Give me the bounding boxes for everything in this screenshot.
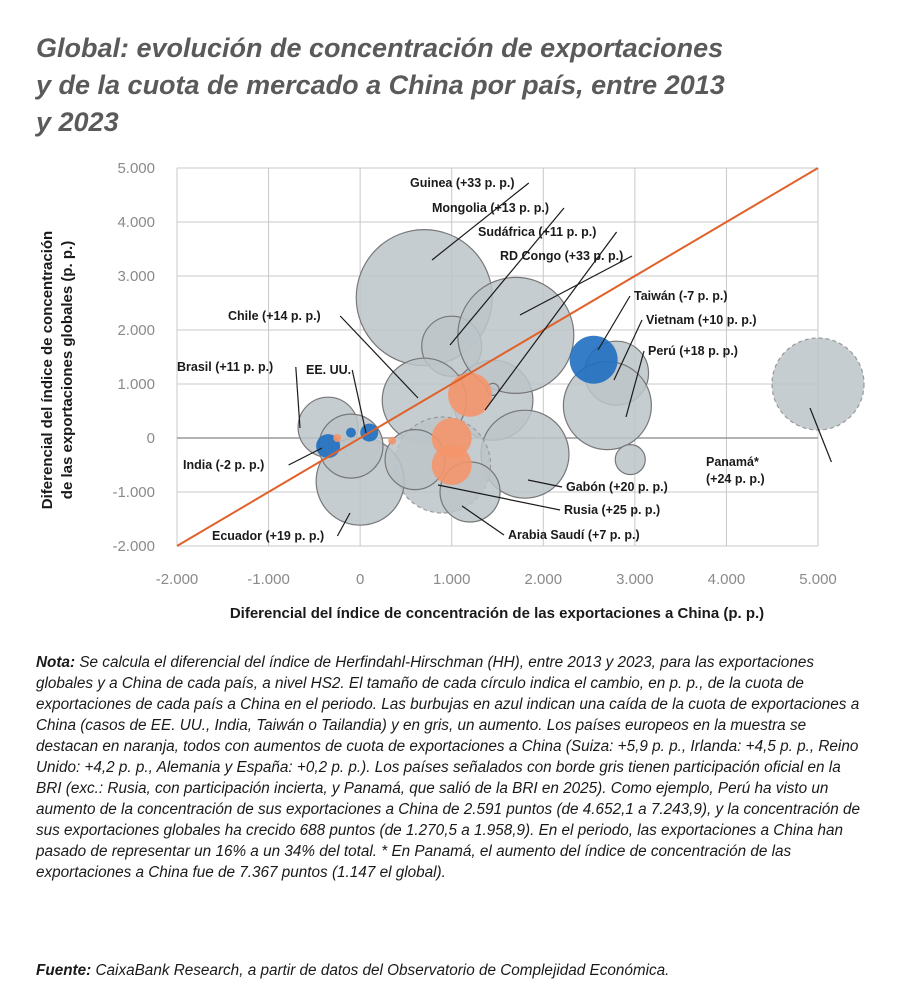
label-taiw-n: Taiwán (-7 p. p.) — [634, 289, 728, 303]
x-axis-ticks: -2.000 -1.000 0 1.000 2.000 3.000 4.000 5.000 — [156, 571, 837, 588]
label-panam-: (+24 p. p.) — [706, 472, 765, 486]
label-india: India (-2 p. p.) — [183, 458, 264, 472]
x-tick-label: 2.000 — [525, 571, 563, 588]
label-arabia-saud-: Arabia Saudí (+7 p. p.) — [508, 528, 640, 542]
bubble-reino-unido — [431, 445, 472, 485]
label-vietnam: Vietnam (+10 p. p.) — [646, 313, 757, 327]
chart-note: Nota: Se calcula el diferencial del índi… — [36, 652, 866, 883]
chart-source: Fuente: CaixaBank Research, a partir de … — [36, 962, 866, 980]
label-rusia: Rusia (+25 p. p.) — [564, 503, 660, 517]
x-tick-label: 4.000 — [708, 571, 746, 588]
y-tick-label: 3.000 — [117, 268, 155, 285]
source-text: CaixaBank Research, a partir de datos de… — [95, 962, 670, 979]
reference-diagonal-line — [176, 167, 819, 547]
label-chile: Chile (+14 p. p.) — [228, 309, 321, 323]
bubble-panam- — [771, 337, 865, 431]
x-tick-label: 3.000 — [616, 571, 654, 588]
label-brasil: Brasil (+11 p. p.) — [177, 360, 273, 374]
bubble-chart: 5.000 4.000 3.000 2.000 1.000 0 -1.000 -2.000 -… — [39, 160, 865, 622]
bubble-espa-a — [388, 436, 397, 445]
x-tick-label: 5.000 — [799, 571, 837, 588]
x-tick-label: -2.000 — [156, 571, 199, 588]
bubble-taiw-n — [569, 335, 618, 384]
label-leader-lines — [288, 182, 832, 537]
y-tick-label: 4.000 — [117, 214, 155, 231]
bubble-labels: Guinea (+33 p. p.) Mongolia (+13 p. p.) Su… — [177, 176, 765, 543]
y-axis-ticks: 5.000 4.000 3.000 2.000 1.000 0 -1.000 -2.000 — [112, 160, 155, 555]
bubble-otro-gris-3- — [614, 444, 646, 476]
y-tick-label: 2.000 — [117, 322, 155, 339]
y-tick-label: 1.000 — [117, 376, 155, 393]
label-rd-congo: RD Congo (+33 p. p.) — [500, 249, 623, 263]
x-axis-label: Diferencial del índice de concentración … — [230, 605, 764, 622]
label-mongolia: Mongolia (+13 p. p.) — [432, 201, 549, 215]
label-gab-n: Gabón (+20 p. p.) — [566, 480, 668, 494]
note-text: Se calcula el diferencial del índice de … — [36, 654, 861, 881]
y-tick-label: -1.000 — [112, 484, 155, 501]
label-ee-uu-: EE. UU. — [306, 363, 351, 377]
label-per-: Perú (+18 p. p.) — [648, 344, 738, 358]
chart-title: Global: evolución de concentración de ex… — [36, 33, 725, 137]
label-ecuador: Ecuador (+19 p. p.) — [212, 529, 324, 543]
x-tick-label: -1.000 — [247, 571, 290, 588]
source-label: Fuente: — [36, 962, 92, 979]
label-panam-: Panamá* — [706, 455, 759, 469]
bubble-alemania — [333, 434, 342, 442]
y-tick-label: 5.000 — [117, 160, 155, 177]
y-tick-label: 0 — [147, 430, 155, 447]
y-axis-label: Diferencial del índice de concentración d… — [39, 231, 76, 509]
note-label: Nota: — [36, 654, 76, 671]
x-tick-label: 1.000 — [433, 571, 471, 588]
label-guinea: Guinea (+33 p. p.) — [410, 176, 515, 190]
bubble-tailandia — [345, 427, 356, 438]
label-sud-frica: Sudáfrica (+11 p. p.) — [478, 225, 596, 239]
bubble-suiza — [448, 372, 493, 417]
x-tick-label: 0 — [356, 571, 364, 588]
y-tick-label: -2.000 — [112, 538, 155, 555]
